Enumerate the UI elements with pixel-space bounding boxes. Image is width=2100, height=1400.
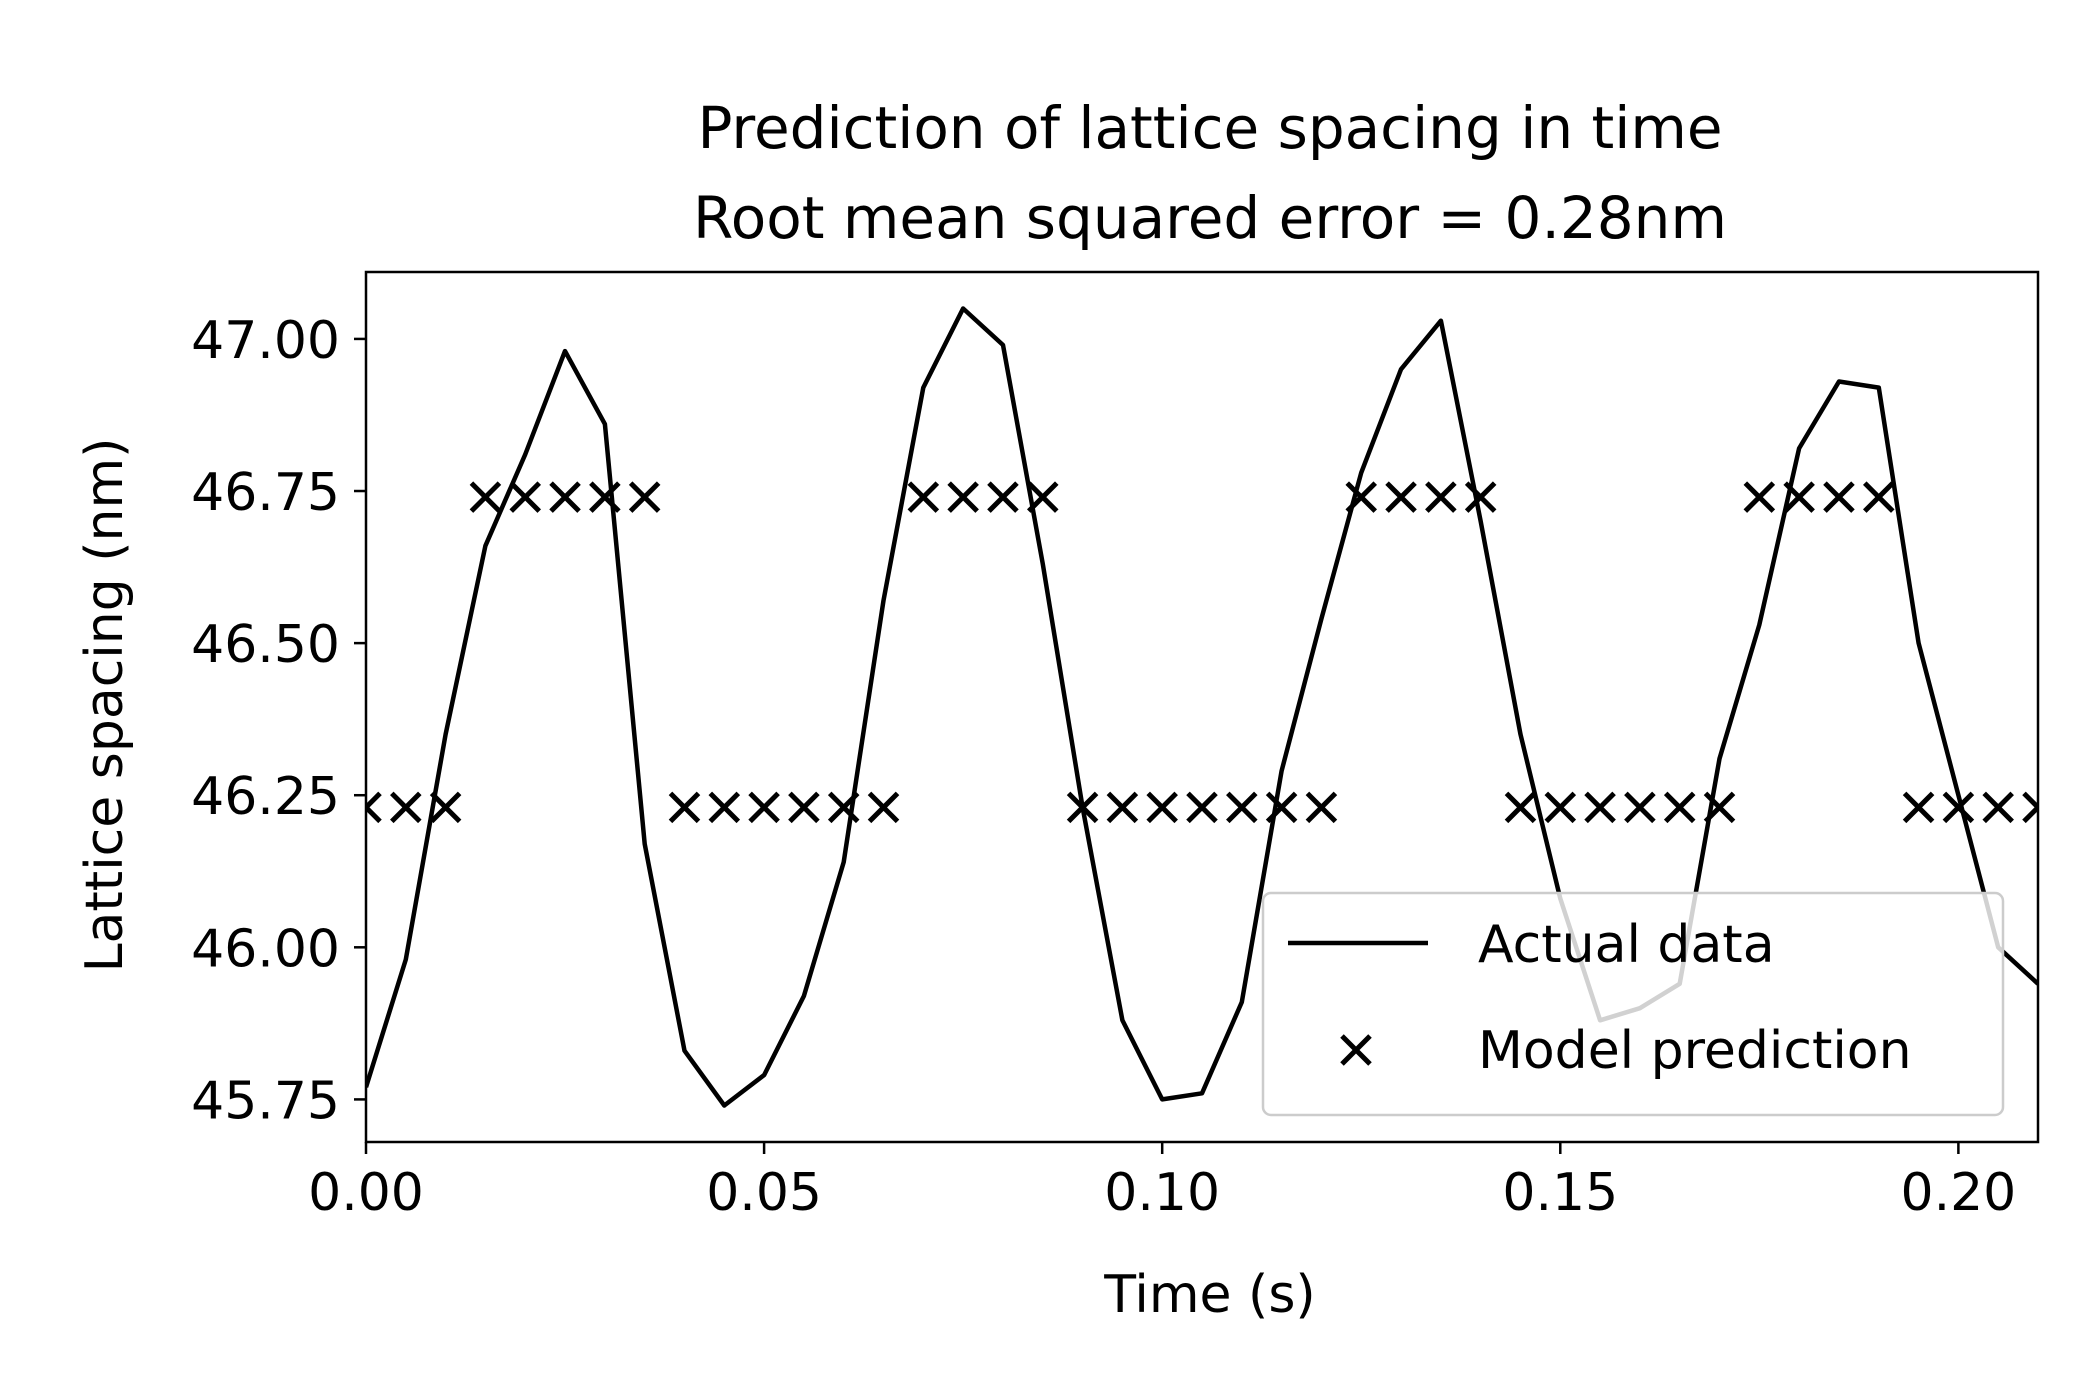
plot-frame (364, 270, 2040, 1144)
y-tick-label: 46.25 (191, 767, 340, 827)
y-tick-label: 46.75 (191, 463, 340, 523)
prediction-point (1385, 481, 1417, 513)
x-axis-label: Time (s) (1103, 1265, 1315, 1325)
prediction-point (668, 791, 701, 824)
x-tick-label: 0.20 (1900, 1163, 2016, 1223)
prediction-point (1464, 481, 1497, 513)
prediction-point (907, 481, 940, 513)
prediction-point (429, 791, 462, 824)
prediction-point (1624, 791, 1656, 824)
prediction-point (628, 481, 661, 513)
legend-label: Model prediction (1478, 1021, 1912, 1081)
x-tick-label: 0.00 (308, 1163, 424, 1223)
prediction-point (1106, 791, 1139, 824)
legend-box (1261, 891, 2005, 1117)
prediction-point (827, 791, 860, 824)
prediction-point (1703, 791, 1736, 824)
chart-subtitle: Root mean squared error = 0.28nm (693, 184, 1727, 252)
series-line-actual-data (366, 306, 2038, 1108)
prediction-point (1663, 791, 1696, 824)
prediction-point (1942, 791, 1975, 824)
prediction-point (1226, 791, 1258, 824)
prediction-point (708, 791, 741, 824)
prediction-point (1026, 481, 1059, 513)
prediction-point (1345, 481, 1378, 513)
prediction-point (748, 791, 780, 824)
x-axis: 0.00 0.05 0.10 0.15 0.20 (308, 1142, 2016, 1223)
y-tick-label: 47.00 (191, 311, 340, 371)
prediction-point (549, 481, 581, 513)
prediction-point (1186, 791, 1218, 824)
prediction-point (1743, 481, 1776, 513)
legend-x-swatch (1340, 1034, 1372, 1066)
prediction-point (1982, 791, 2014, 824)
x-tick-label: 0.10 (1104, 1163, 1220, 1223)
prediction-point (1862, 481, 1895, 513)
prediction-point (1823, 481, 1855, 513)
legend-label: Actual data (1478, 915, 1775, 975)
prediction-point (947, 481, 979, 513)
prediction-point (589, 481, 621, 513)
prediction-point (2022, 791, 2038, 824)
chart-title: Prediction of lattice spacing in time (697, 94, 1722, 162)
prediction-point (469, 481, 502, 513)
y-tick-label: 46.50 (191, 615, 340, 675)
prediction-point (1265, 791, 1298, 824)
prediction-point (788, 791, 820, 824)
x-tick-label: 0.15 (1502, 1163, 1618, 1223)
prediction-point (1584, 791, 1616, 824)
x-tick-label: 0.05 (706, 1163, 822, 1223)
prediction-point (1544, 791, 1577, 824)
prediction-point (1504, 791, 1537, 824)
y-tick-label: 46.00 (191, 919, 340, 979)
prediction-point (1902, 791, 1935, 824)
prediction-point (867, 791, 900, 824)
legend: Actual data Model prediction (1261, 891, 2005, 1117)
y-tick-label: 45.75 (191, 1071, 340, 1131)
prediction-point (390, 791, 422, 824)
plot-series (366, 306, 2038, 1108)
prediction-point (1425, 481, 1457, 513)
prediction-point (1146, 791, 1178, 824)
prediction-point (1066, 791, 1099, 824)
prediction-point (1305, 791, 1338, 824)
prediction-point (509, 481, 542, 513)
y-axis-label: Lattice spacing (nm) (75, 438, 135, 973)
prediction-point (987, 481, 1019, 513)
prediction-point (1783, 481, 1815, 513)
prediction-point (366, 791, 382, 824)
y-axis: 45.75 46.00 46.25 46.50 46.75 47.00 (191, 311, 366, 1131)
